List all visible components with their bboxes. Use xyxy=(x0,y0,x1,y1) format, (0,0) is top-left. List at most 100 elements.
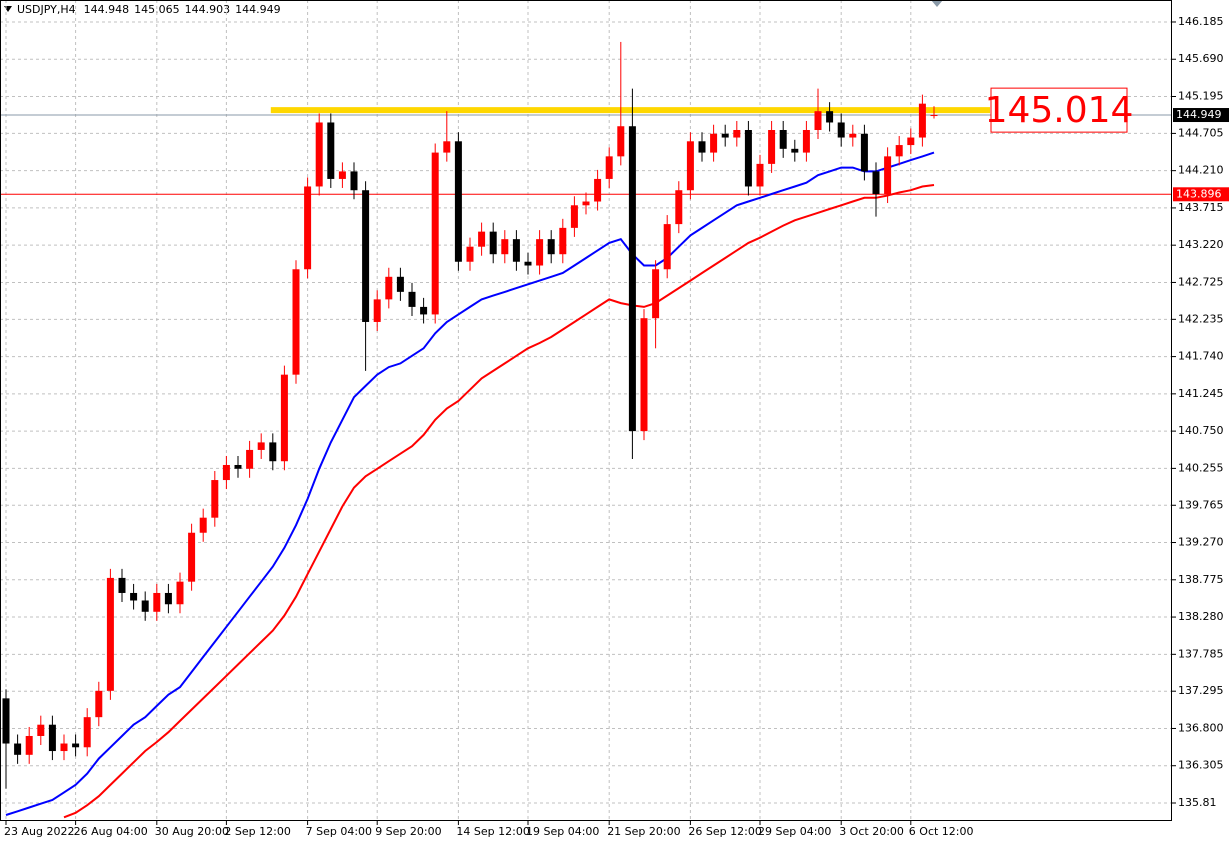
candle-body xyxy=(652,269,660,319)
candle-body xyxy=(675,190,683,225)
candle-body xyxy=(118,577,126,593)
candle-body xyxy=(199,517,207,533)
candle-body xyxy=(396,276,404,292)
low-value: 144.903 xyxy=(185,3,231,16)
candle-body xyxy=(489,231,497,255)
candle-body xyxy=(292,269,300,375)
candle-body xyxy=(686,141,694,191)
candle-body xyxy=(454,141,462,262)
moving-average xyxy=(63,184,935,819)
y-tick-label: 141.740 xyxy=(1178,350,1224,363)
candle-body xyxy=(48,724,56,752)
annotation-box xyxy=(990,87,1128,133)
candle-body xyxy=(153,592,161,612)
x-tick-label: 7 Sep 04:00 xyxy=(306,825,372,838)
candle-body xyxy=(408,291,416,307)
candle-body xyxy=(443,141,451,153)
candle-body xyxy=(37,724,45,736)
x-tick-label: 9 Sep 20:00 xyxy=(375,825,441,838)
candle-body xyxy=(698,141,706,153)
candle-body xyxy=(628,126,636,432)
candle-body xyxy=(733,130,741,138)
candle-body xyxy=(779,130,787,149)
open-value: 144.948 xyxy=(84,3,130,16)
candle-body xyxy=(420,306,428,315)
candle-body xyxy=(106,577,114,691)
close-value: 144.949 xyxy=(235,3,281,16)
candle-body xyxy=(315,122,323,187)
x-tick-label: 2 Sep 12:00 xyxy=(224,825,290,838)
shift-marker xyxy=(931,0,943,7)
candle-body xyxy=(141,600,149,612)
candle-body xyxy=(744,130,752,187)
y-tick-label: 144.210 xyxy=(1178,164,1224,177)
x-tick-label: 21 Sep 20:00 xyxy=(607,825,680,838)
y-tick-label: 143.220 xyxy=(1178,238,1224,251)
candle-body xyxy=(211,480,219,518)
candle-body xyxy=(338,171,346,179)
candle-body xyxy=(257,442,265,450)
candle-body xyxy=(188,532,196,582)
candle-body xyxy=(72,743,80,748)
candle-body xyxy=(710,133,718,153)
candle-body xyxy=(536,239,544,266)
price-label-box xyxy=(1173,187,1229,202)
y-tick-label: 140.750 xyxy=(1178,424,1224,437)
chart-header: USDJPY,H4 144.948 145.065 144.903 144.949 xyxy=(17,3,281,16)
y-tick-label: 138.775 xyxy=(1178,573,1224,586)
candle-body xyxy=(640,318,648,432)
y-tick-label: 137.785 xyxy=(1178,647,1224,660)
candle-body xyxy=(895,145,903,157)
x-tick-label: 14 Sep 12:00 xyxy=(456,825,529,838)
candle-body xyxy=(930,115,938,117)
candle-body xyxy=(478,231,486,247)
x-tick-label: 30 Aug 20:00 xyxy=(155,825,229,838)
y-tick-label: 142.235 xyxy=(1178,312,1224,325)
y-tick-label: 139.765 xyxy=(1178,498,1224,511)
x-tick-label: 29 Sep 04:00 xyxy=(758,825,831,838)
symbol: USDJPY,H4 xyxy=(17,3,76,16)
candle-body xyxy=(814,111,822,131)
candle-body xyxy=(373,299,381,322)
candle-body xyxy=(60,743,68,752)
candle-body xyxy=(524,261,532,266)
candle-body xyxy=(327,122,335,179)
candle-body xyxy=(466,246,474,262)
candle-body xyxy=(246,449,254,469)
candle-body xyxy=(907,137,915,146)
y-tick-label: 141.245 xyxy=(1178,387,1224,400)
candle-body xyxy=(95,690,103,718)
candle-body xyxy=(280,374,288,462)
candle-body xyxy=(2,698,10,744)
y-tick-label: 146.185 xyxy=(1178,15,1224,28)
candle-body xyxy=(222,464,230,481)
price-label: 144.949 xyxy=(1176,108,1222,121)
y-tick-label: 145.690 xyxy=(1178,52,1224,65)
candle-body xyxy=(547,239,555,255)
x-tick-label: 26 Sep 12:00 xyxy=(688,825,761,838)
candle-body xyxy=(837,122,845,138)
candle-body xyxy=(130,592,138,601)
candle-body xyxy=(25,735,33,755)
candle-body xyxy=(350,171,358,191)
candle-body xyxy=(663,224,671,270)
y-tick-label: 140.255 xyxy=(1178,461,1224,474)
x-tick-label: 23 Aug 2022 xyxy=(4,825,74,838)
candle-body xyxy=(559,227,567,255)
candle-body xyxy=(570,205,578,228)
candle-body xyxy=(362,190,370,322)
candle-body xyxy=(884,156,892,194)
candle-body xyxy=(14,743,22,755)
candle-body xyxy=(512,239,520,262)
y-tick-label: 137.295 xyxy=(1178,684,1224,697)
plot-frame xyxy=(0,0,1172,821)
candle-body xyxy=(872,171,880,194)
y-tick-label: 142.725 xyxy=(1178,275,1224,288)
candle-body xyxy=(501,239,509,255)
price-label: 143.896 xyxy=(1176,187,1222,200)
candle-body xyxy=(791,148,799,153)
y-tick-label: 143.715 xyxy=(1178,201,1224,214)
candle-body xyxy=(234,464,242,469)
